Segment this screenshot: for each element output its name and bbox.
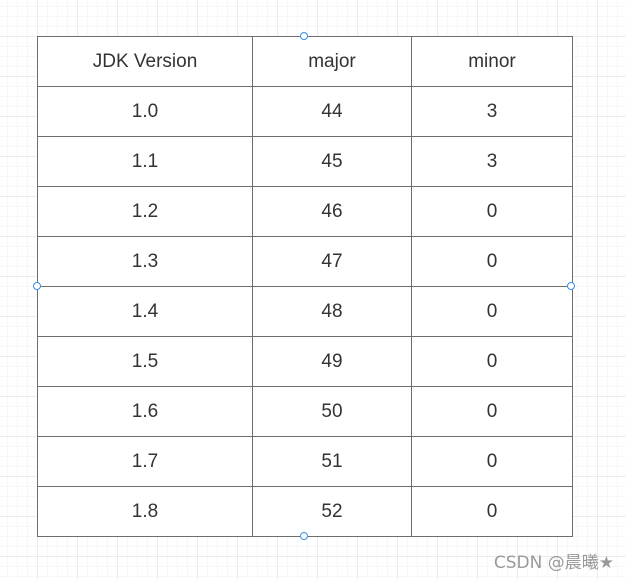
cell-major: 44 [252,86,412,137]
cell-minor: 3 [411,86,573,137]
cell-jdk-version: 1.0 [37,86,253,137]
table-row: 1.4 48 0 [37,286,573,337]
table-header-row: JDK Version major minor [37,36,573,87]
cell-major: 52 [252,486,412,537]
table-row: 1.3 47 0 [37,236,573,287]
cell-jdk-version: 1.2 [37,186,253,237]
cell-jdk-version: 1.5 [37,336,253,387]
header-jdk-version: JDK Version [37,36,253,87]
cell-jdk-version: 1.4 [37,286,253,337]
header-major: major [252,36,412,87]
cell-jdk-version: 1.6 [37,386,253,437]
resize-handle-bottom[interactable] [300,532,308,540]
cell-major: 51 [252,436,412,487]
cell-minor: 0 [411,486,573,537]
cell-jdk-version: 1.7 [37,436,253,487]
resize-handle-top[interactable] [300,32,308,40]
table-row: 1.2 46 0 [37,186,573,237]
cell-minor: 0 [411,386,573,437]
cell-major: 46 [252,186,412,237]
table-row: 1.0 44 3 [37,86,573,137]
table-row: 1.6 50 0 [37,386,573,437]
cell-major: 48 [252,286,412,337]
cell-minor: 0 [411,186,573,237]
cell-jdk-version: 1.1 [37,136,253,187]
cell-major: 50 [252,386,412,437]
table-row: 1.1 45 3 [37,136,573,187]
cell-major: 49 [252,336,412,387]
resize-handle-left[interactable] [33,282,41,290]
resize-handle-right[interactable] [567,282,575,290]
cell-major: 47 [252,236,412,287]
cell-minor: 3 [411,136,573,187]
table-row: 1.5 49 0 [37,336,573,387]
table-row: 1.8 52 0 [37,486,573,537]
header-minor: minor [411,36,573,87]
cell-minor: 0 [411,436,573,487]
cell-jdk-version: 1.3 [37,236,253,287]
cell-major: 45 [252,136,412,187]
cell-minor: 0 [411,236,573,287]
jdk-version-table[interactable]: JDK Version major minor 1.0 44 3 1.1 45 … [37,36,573,537]
watermark: CSDN @晨曦★ [493,553,614,573]
table-row: 1.7 51 0 [37,436,573,487]
cell-jdk-version: 1.8 [37,486,253,537]
cell-minor: 0 [411,336,573,387]
cell-minor: 0 [411,286,573,337]
